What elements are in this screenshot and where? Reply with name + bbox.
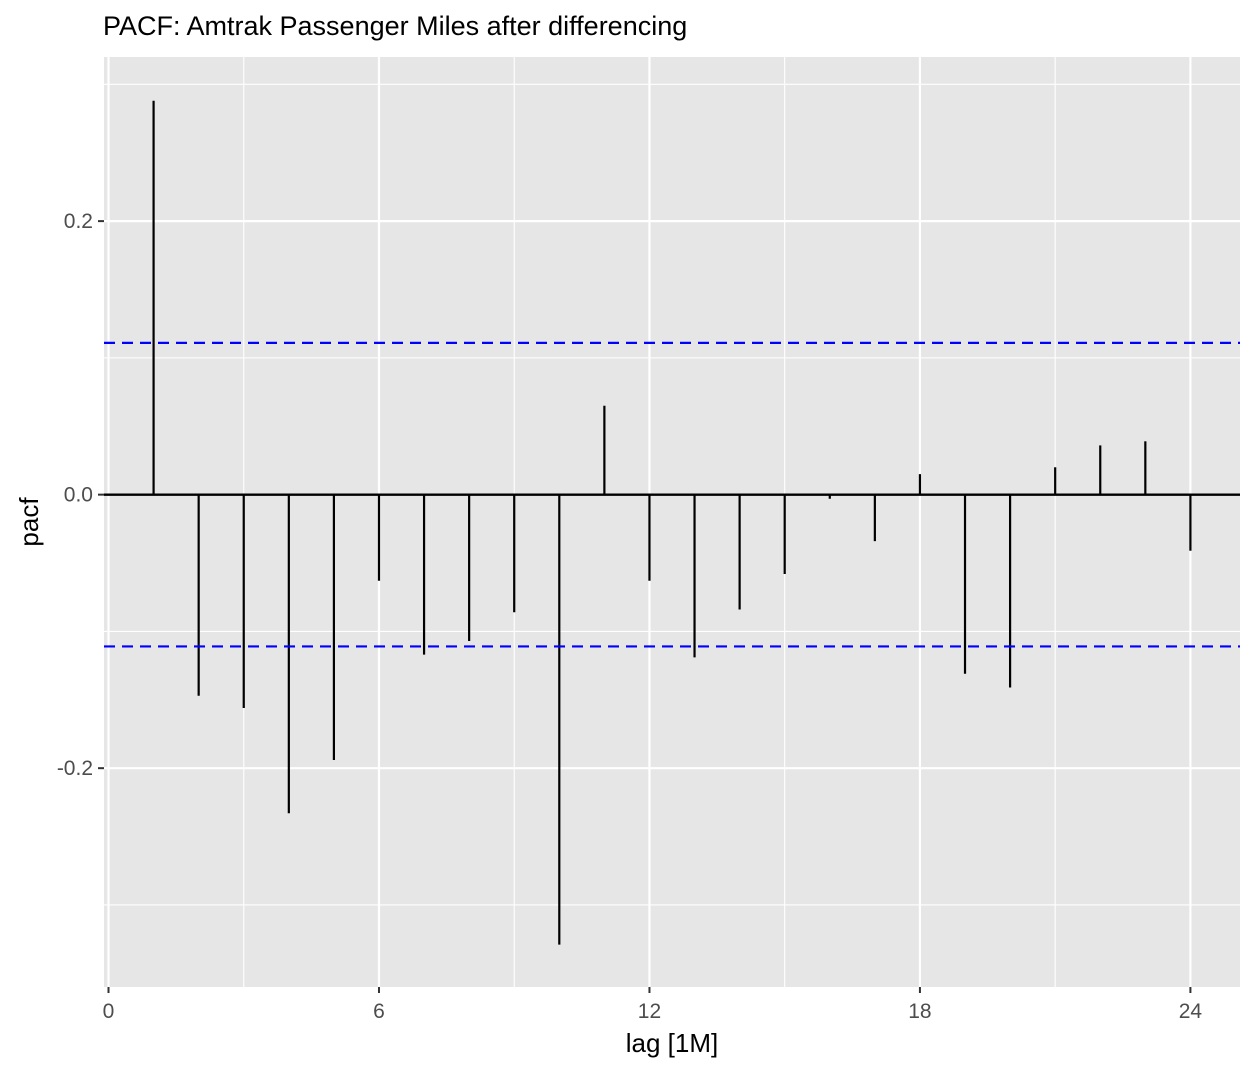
- y-tick-label: 0.2: [64, 210, 93, 233]
- x-axis-label: lag [1M]: [626, 1028, 719, 1058]
- confidence-lines: [104, 341, 1240, 648]
- x-tick-label: 18: [908, 1000, 931, 1023]
- minor-gridlines: [104, 57, 1240, 987]
- y-axis: -0.2 0.0 0.2: [57, 210, 104, 780]
- y-axis-label: pacf: [14, 497, 44, 547]
- y-tick-label: 0.0: [64, 484, 93, 507]
- x-tick-label: 6: [373, 1000, 385, 1023]
- x-tick-label: 12: [638, 1000, 661, 1023]
- y-tick-label: -0.2: [57, 757, 93, 780]
- chart-title: PACF: Amtrak Passenger Miles after diffe…: [103, 11, 687, 41]
- x-tick-label: 24: [1179, 1000, 1203, 1023]
- x-axis: 0 6 12 18 24: [103, 987, 1203, 1023]
- plot-panel: [104, 57, 1240, 987]
- x-tick-label: 0: [103, 1000, 115, 1023]
- pacf-bars: [152, 100, 1192, 945]
